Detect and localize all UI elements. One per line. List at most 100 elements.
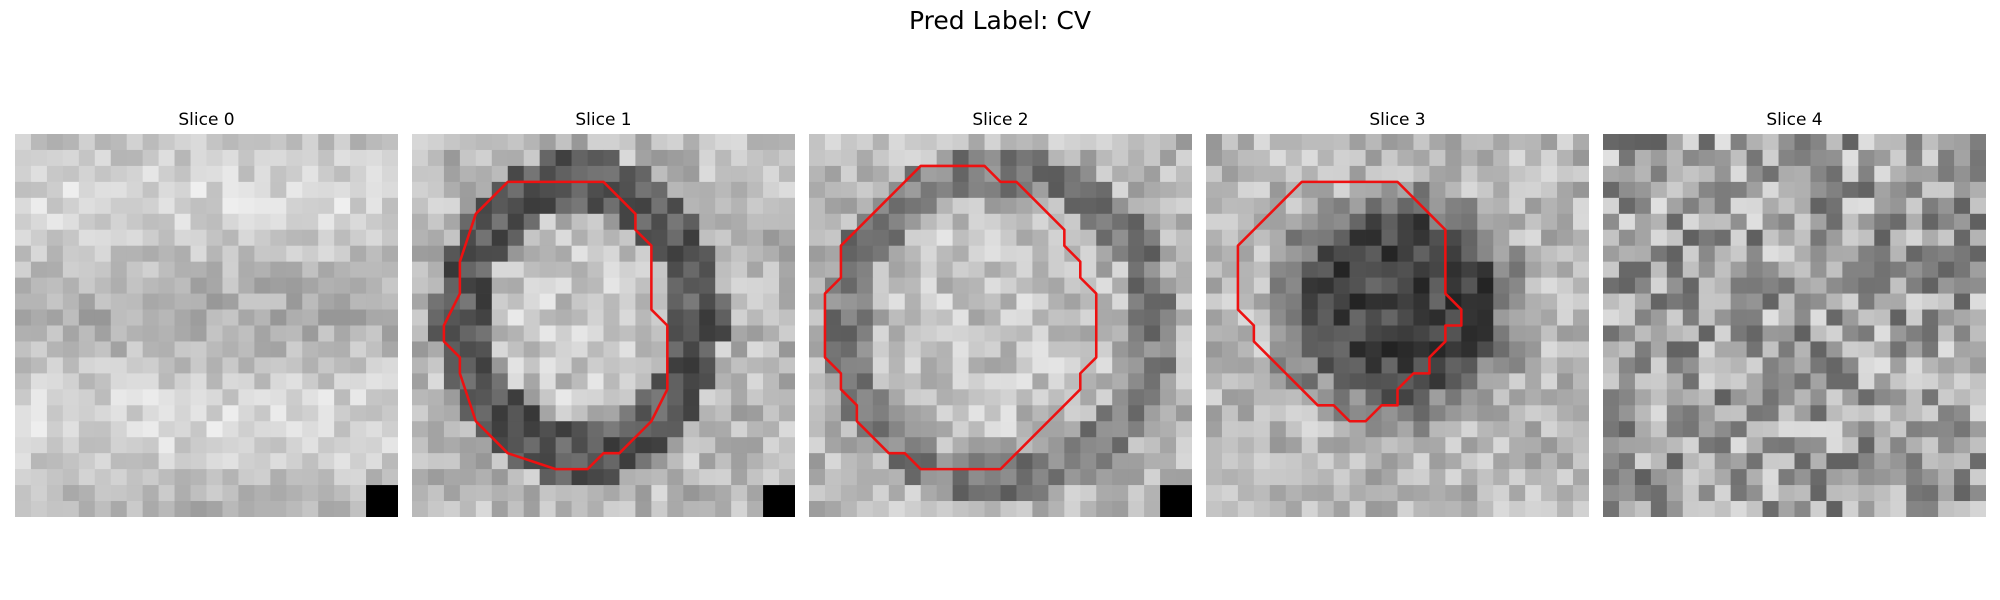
pixel-cell: [1509, 245, 1526, 262]
pixel-cell: [1128, 309, 1145, 326]
pixel-cell: [1445, 405, 1462, 422]
pixel-cell: [1096, 501, 1113, 517]
pixel-cell: [1634, 149, 1652, 167]
pixel-cell: [1128, 469, 1145, 486]
pixel-cell: [1826, 357, 1843, 374]
pixel-cell: [1730, 261, 1747, 278]
pixel-cell: [1858, 245, 1875, 262]
pixel-cell: [110, 421, 128, 438]
pixel-cell: [62, 437, 80, 454]
pixel-cell: [667, 437, 684, 454]
pixel-cell: [334, 149, 351, 167]
pixel-cell: [1349, 453, 1366, 470]
pixel-cell: [763, 229, 780, 247]
pixel-cell: [15, 261, 32, 278]
pixel-cell: [683, 373, 700, 390]
pixel-cell: [491, 213, 509, 231]
pixel-cell: [1573, 437, 1589, 454]
pixel-cell: [1509, 213, 1526, 231]
pixel-cell: [1349, 213, 1366, 231]
pixel-cell: [254, 501, 271, 517]
pixel-cell: [619, 341, 636, 358]
pixel-cell: [158, 134, 175, 151]
pixel-cell: [1938, 149, 1955, 167]
pixel-cell: [286, 181, 303, 199]
pixel-cell: [1730, 485, 1747, 502]
pixel-cell: [920, 389, 937, 406]
pixel-cell: [1618, 437, 1636, 454]
pixel-cell: [475, 405, 493, 422]
pixel-cell: [1730, 229, 1747, 247]
pixel-cell: [1269, 277, 1287, 294]
pixel-cell: [1603, 309, 1620, 326]
pixel-cell: [1032, 357, 1049, 374]
pixel-cell: [1237, 341, 1255, 358]
pixel-cell: [1858, 341, 1875, 358]
pixel-cell: [1573, 229, 1589, 247]
pixel-cell: [1618, 277, 1636, 294]
pixel-cell: [1269, 213, 1287, 231]
pixel-cell: [78, 293, 96, 310]
pixel-cell: [1064, 357, 1081, 374]
pixel-cell: [62, 325, 80, 342]
pixel-cell: [683, 197, 700, 215]
pixel-cell: [94, 421, 112, 438]
pixel-cell: [747, 213, 764, 231]
pixel-cell: [1634, 261, 1652, 278]
pixel-cell: [809, 277, 826, 294]
pixel-cell: [1445, 485, 1462, 502]
pixel-cell: [1144, 197, 1161, 215]
pixel-cell: [1048, 325, 1065, 342]
pixel-cell: [1842, 149, 1859, 167]
pixel-cell: [1080, 405, 1097, 422]
pixel-cell: [1762, 134, 1779, 151]
pixel-cell: [366, 405, 383, 422]
pixel-cell: [366, 293, 383, 310]
pixel-cell: [856, 277, 874, 294]
pixel-cell: [443, 197, 461, 215]
pixel-cell: [1906, 261, 1923, 278]
pixel-cell: [1000, 501, 1017, 517]
pixel-cell: [1429, 373, 1446, 390]
pixel-cell: [1016, 277, 1033, 294]
pixel-cell: [507, 197, 525, 215]
pixel-cell: [1016, 485, 1033, 502]
pixel-cell: [968, 437, 985, 454]
pixel-cell: [286, 341, 303, 358]
pixel-cell: [78, 357, 96, 374]
pixel-cell: [1858, 165, 1875, 183]
pixel-cell: [1557, 357, 1574, 374]
pixel-cell: [904, 405, 922, 422]
pixel-cell: [779, 373, 795, 390]
pixel-cell: [968, 245, 985, 262]
pixel-cell: [302, 213, 319, 231]
pixel-cell: [1397, 245, 1414, 262]
pixel-cell: [1603, 245, 1620, 262]
pixel-cell: [1206, 277, 1223, 294]
pixel-cell: [1842, 229, 1859, 247]
pixel-cell: [1890, 309, 1907, 326]
pixel-cell: [1762, 149, 1779, 167]
pixel-cell: [1206, 389, 1223, 406]
pixel-cell: [1509, 469, 1526, 486]
pixel-cell: [427, 261, 445, 278]
pixel-cell: [174, 134, 191, 151]
pixel-cell: [747, 421, 764, 438]
pixel-cell: [382, 197, 398, 215]
pixel-cell: [15, 229, 32, 247]
pixel-cell: [523, 485, 540, 502]
pixel-cell: [334, 213, 351, 231]
pixel-cell: [1794, 485, 1811, 502]
pixel-cell: [683, 469, 700, 486]
pixel-cell: [507, 149, 525, 167]
pixel-cell: [1080, 261, 1097, 278]
pixel-cell: [1032, 325, 1049, 342]
pixel-cell: [1016, 309, 1033, 326]
pixel-cell: [824, 341, 842, 358]
pixel-cell: [1048, 165, 1065, 183]
pixel-cell: [15, 469, 32, 486]
pixel-cell: [763, 421, 780, 438]
pixel-cell: [174, 261, 191, 278]
pixel-cell: [635, 309, 652, 326]
pixel-cell: [904, 389, 922, 406]
